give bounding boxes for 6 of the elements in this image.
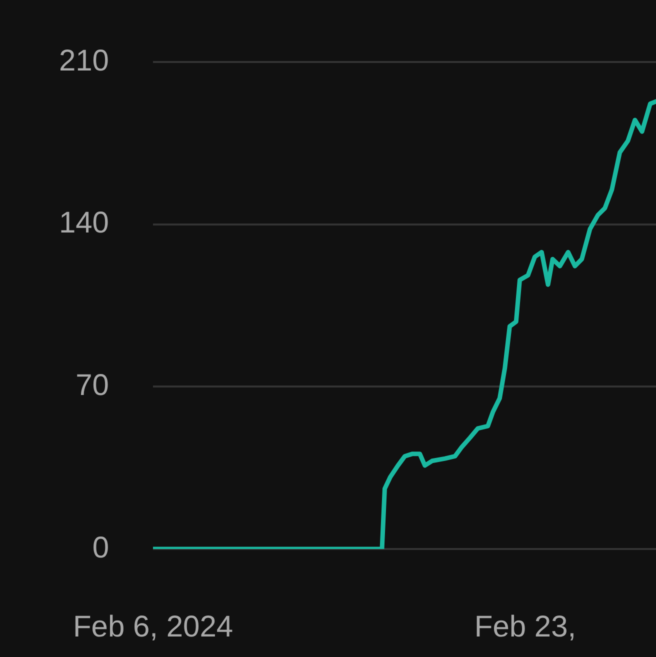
x-tick-label: Feb 6, 2024 bbox=[72, 610, 234, 644]
y-tick-label: 70 bbox=[76, 368, 109, 402]
y-tick-label: 210 bbox=[58, 44, 109, 78]
y-tick-label: 140 bbox=[58, 206, 109, 240]
y-tick-label: 0 bbox=[92, 531, 109, 564]
x-tick-label: Feb 23, bbox=[474, 610, 576, 644]
